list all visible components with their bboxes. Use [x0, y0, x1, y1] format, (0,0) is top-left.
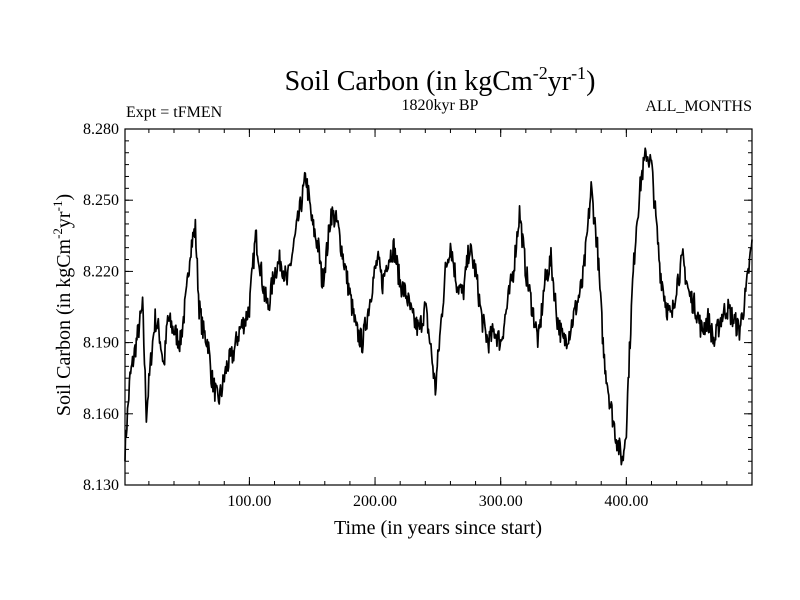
y-tick-label: 8.130: [83, 477, 119, 494]
plot-frame: [124, 128, 753, 486]
months-label: ALL_MONTHS: [645, 98, 752, 115]
chart-title-main: Soil Carbon (in kgCm: [285, 66, 533, 97]
x-axis-label: Time (in years since start): [334, 517, 542, 539]
y-axis-label-sup1: -2: [50, 228, 65, 239]
chart-title-end: ): [586, 66, 595, 97]
y-axis-label: Soil Carbon (in kgCm-2yr-1): [50, 194, 75, 416]
y-axis-label-mid: yr: [53, 211, 75, 228]
axis-ticks: [125, 128, 752, 486]
chart-title-sup1: -2: [533, 63, 548, 83]
x-tick-label: 200.00: [353, 493, 397, 510]
y-tick-labels: 8.130 8.160 8.190 8.220 8.250 8.280: [83, 121, 119, 494]
chart-title-sup2: -1: [571, 63, 586, 83]
y-axis-label-sup2: -1: [50, 201, 65, 212]
y-tick-label: 8.220: [83, 263, 119, 280]
experiment-label: Expt = tFMEN: [126, 104, 223, 121]
y-tick-label: 8.250: [83, 192, 119, 209]
y-axis-label-end: ): [53, 194, 75, 201]
x-tick-label: 300.00: [479, 493, 523, 510]
x-tick-label: 400.00: [604, 493, 648, 510]
y-tick-label: 8.190: [83, 335, 119, 352]
series-line-soil-carbon: [124, 147, 753, 466]
x-tick-label: 100.00: [227, 493, 271, 510]
chart-title: Soil Carbon (in kgCm-2yr-1): [285, 63, 596, 97]
chart-subtitle: 1820kyr BP: [402, 97, 479, 114]
y-axis-label-main: Soil Carbon (in kgCm: [53, 238, 75, 416]
y-tick-label: 8.160: [83, 406, 119, 423]
chart-title-mid: yr: [548, 66, 572, 97]
y-tick-label: 8.280: [83, 121, 119, 138]
x-tick-labels: 100.00 200.00 300.00 400.00: [227, 493, 648, 510]
